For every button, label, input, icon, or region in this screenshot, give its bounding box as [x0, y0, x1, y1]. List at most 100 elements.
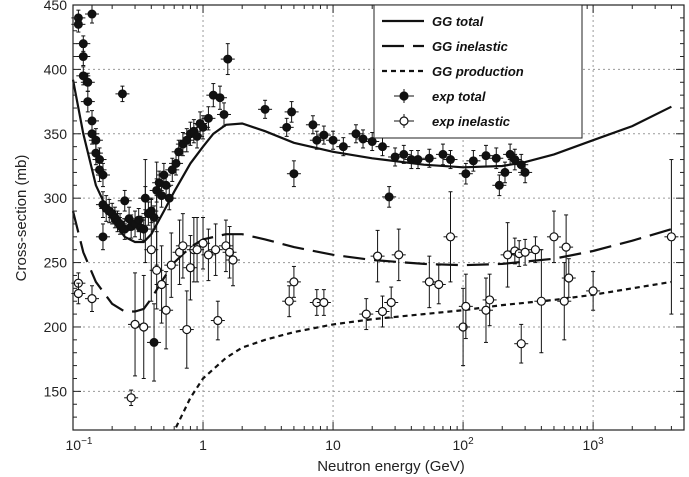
data-point [124, 389, 139, 407]
data-point [183, 235, 198, 301]
data-point [144, 197, 159, 302]
data-point [80, 72, 95, 92]
data-point [458, 162, 473, 185]
data-point [88, 128, 103, 153]
data-point [514, 323, 529, 364]
y-tick-label: 400 [44, 61, 68, 77]
data-markers [71, 4, 679, 407]
data-point [95, 162, 110, 188]
x-tick-label: 102 [453, 436, 475, 453]
data-point [286, 160, 301, 188]
data-point [497, 161, 512, 184]
data-point [201, 228, 216, 282]
data-point [222, 226, 237, 279]
y-tick-labels: 150 200 250 300 350 400 450 [44, 0, 68, 399]
data-point [117, 189, 132, 212]
data-point [80, 90, 95, 113]
data-point [309, 130, 324, 150]
data-point [316, 289, 331, 316]
data-point [220, 43, 235, 76]
legend-item: exp total [394, 89, 486, 104]
data-point [375, 295, 390, 328]
data-point [179, 290, 194, 369]
data-point [143, 159, 148, 264]
data-point [284, 101, 299, 123]
data-point [76, 47, 91, 67]
data-point [410, 150, 425, 170]
data-point [466, 150, 481, 172]
data-point [370, 229, 385, 283]
legend-swatch [399, 116, 409, 126]
legend-item: GG production [382, 64, 524, 79]
legend-label: GG inelastic [432, 39, 509, 54]
data-point [95, 223, 110, 251]
data-point [154, 183, 169, 208]
legend-label: GG production [432, 64, 524, 79]
data-point [206, 83, 221, 108]
data-point [489, 147, 504, 170]
data-point [71, 16, 86, 33]
y-tick-label: 450 [44, 0, 68, 13]
data-point [258, 99, 273, 119]
data-point [165, 157, 180, 182]
data-point [458, 273, 473, 340]
data-point [431, 264, 446, 305]
data-point [128, 272, 143, 377]
data-point [154, 161, 159, 266]
y-tick-label: 350 [44, 126, 68, 142]
data-point [190, 217, 205, 283]
legend-swatch [399, 91, 409, 101]
legend-item: GG total [382, 14, 484, 29]
data-point [225, 233, 240, 287]
data-point [396, 144, 411, 164]
data-point [336, 137, 351, 157]
legend: GG total GG inelastic GG production exp tot… [373, 4, 583, 139]
data-point [201, 106, 216, 131]
data-point [375, 137, 390, 157]
data-point [326, 130, 341, 150]
x-tick-label: 10−1 [66, 436, 93, 453]
legend-item: GG inelastic [382, 39, 509, 54]
data-point [282, 285, 297, 318]
data-point [356, 129, 371, 149]
data-point [359, 298, 374, 331]
data-point [507, 148, 522, 171]
legend-label: exp total [432, 89, 486, 104]
data-point [422, 148, 437, 168]
data-point [172, 219, 187, 285]
data-point [561, 258, 576, 298]
data-point [159, 271, 174, 350]
data-point [85, 4, 100, 24]
data-point [664, 159, 679, 315]
data-point [557, 262, 572, 341]
data-point [190, 124, 205, 149]
data-point [196, 217, 211, 270]
data-point [147, 303, 162, 382]
data-point [559, 214, 574, 280]
legend-item: exp inelastic [394, 114, 511, 129]
y-tick-label: 250 [44, 255, 68, 271]
data-point [456, 287, 471, 367]
y-tick-label: 300 [44, 190, 68, 206]
data-point [122, 206, 137, 231]
data-point [443, 191, 458, 283]
data-point [500, 222, 515, 288]
data-point [365, 132, 380, 152]
data-point [115, 85, 130, 103]
legend-label: GG total [432, 14, 484, 29]
data-point [435, 143, 450, 166]
legend-box [373, 4, 583, 139]
data-point [164, 232, 179, 298]
data-point [147, 205, 162, 230]
data-point [382, 186, 397, 208]
data-point [175, 213, 190, 279]
data-point [162, 186, 177, 211]
x-axis-title: Neutron energy (GeV) [317, 458, 465, 475]
data-point [478, 144, 493, 167]
data-point [348, 124, 363, 144]
x-tick-label: 10 [325, 437, 341, 453]
data-point [196, 115, 211, 140]
data-point [391, 228, 406, 282]
data-point [422, 255, 437, 309]
